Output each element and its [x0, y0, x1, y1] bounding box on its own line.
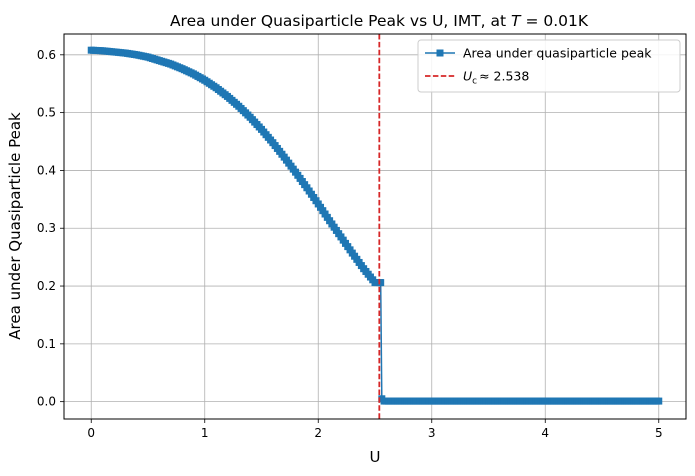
y-axis-label: Area under Quasiparticle Peak [6, 112, 24, 340]
x-axis-label: U [370, 448, 381, 466]
x-tick-label: 3 [428, 426, 436, 440]
x-tick-label: 1 [201, 426, 209, 440]
x-tick-label: 0 [87, 426, 95, 440]
legend-series-marker [436, 49, 444, 57]
chart-title: Area under Quasiparticle Peak vs U, IMT,… [170, 12, 589, 30]
axis-ticks: 0 1 2 3 4 5 0.0 0.1 0.2 0.3 0.4 0.5 0.6 [37, 48, 663, 440]
x-tick-label: 2 [314, 426, 322, 440]
y-tick-label: 0.3 [37, 221, 56, 235]
y-tick-label: 0.6 [37, 48, 56, 62]
y-tick-label: 0.1 [37, 337, 56, 351]
y-tick-label: 0.2 [37, 279, 56, 293]
y-tick-label: 0.0 [37, 395, 56, 409]
series-line [91, 49, 659, 402]
legend: Area under quasiparticle peak Uc ≈ 2.538 [417, 39, 681, 93]
x-tick-label: 4 [541, 426, 549, 440]
y-tick-label: 0.5 [37, 106, 56, 120]
plot-frame [63, 33, 687, 420]
y-tick-label: 0.4 [37, 163, 56, 177]
x-tick-label: 5 [655, 426, 663, 440]
legend-series-label: Area under quasiparticle peak [463, 46, 652, 61]
data-point-marker [377, 279, 385, 287]
data-series [87, 34, 663, 419]
data-point-marker [655, 397, 663, 405]
legend-critical-label: Uc ≈ 2.538 [463, 69, 529, 87]
legend-box [417, 39, 681, 93]
